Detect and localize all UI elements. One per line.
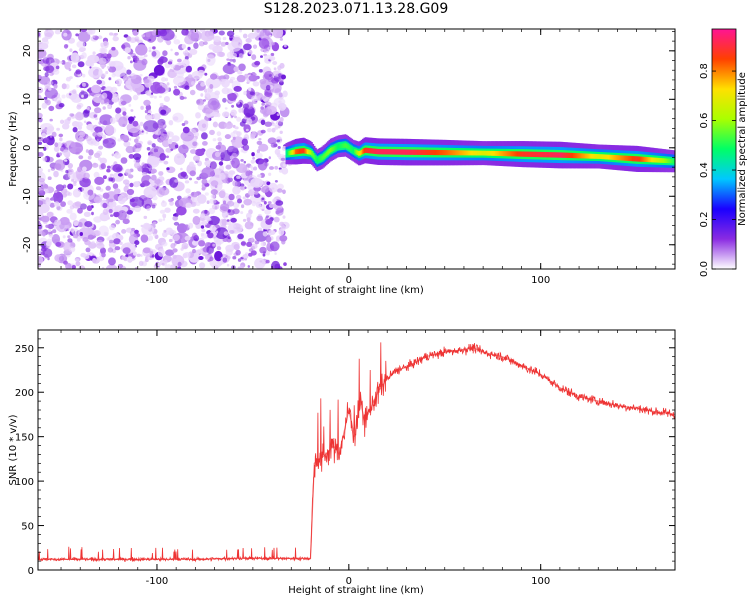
snr-ytick-label: 100 (15, 477, 34, 488)
spectrogram-ytick-label: -10 (22, 188, 33, 204)
snr-ytick-label: 0 (28, 566, 34, 577)
spectrogram-plot-area (38, 29, 675, 269)
colorbar-tick-label: 0.0 (699, 261, 710, 277)
spectrogram-frame (37, 28, 676, 270)
snr-ytick-label: 200 (15, 388, 34, 399)
spectrogram-ylabel: Frequency (Hz) (8, 111, 19, 187)
snr-xtick-label: -100 (146, 576, 169, 587)
spectrogram-ytick-label: 0 (22, 145, 33, 151)
colorbar: 0.0 0.2 0.4 0.6 0.8 Normalized spectral ampl… (699, 28, 748, 277)
spectrogram-ytick-label: -20 (22, 237, 33, 253)
figure-title: S128.2023.071.13.28.G09 (263, 1, 449, 17)
snr-line (38, 342, 675, 563)
spectrogram-xtick-label: 0 (346, 275, 352, 286)
colorbar-tick-label: 0.8 (699, 63, 710, 79)
snr-plot-area (38, 342, 675, 563)
colorbar-tick-label: 0.2 (699, 212, 710, 228)
snr-ytick-label: 150 (15, 433, 34, 444)
colorbar-gradient-bar (711, 28, 737, 270)
spectrogram-xlabel: Height of straight line (km) (288, 285, 424, 296)
spectrogram-xtick-label: -100 (146, 275, 169, 286)
snr-panel: -100 0 100 0 50 100 150 200 250 Height of straig… (8, 329, 676, 596)
snr-ylabel: SNR (10 * v/v) (8, 414, 19, 485)
snr-frame (37, 329, 676, 571)
spectrogram-ridge (285, 134, 675, 173)
snr-xlabel: Height of straight line (km) (288, 585, 424, 596)
snr-xtick-label: 100 (531, 576, 550, 587)
colorbar-tick-label: 0.6 (699, 113, 710, 129)
snr-ytick-label: 250 (15, 344, 34, 355)
snr-axes: -100 0 100 0 50 100 150 200 250 (15, 330, 676, 587)
spectrogram-ytick-label: 20 (22, 44, 33, 57)
snr-trend-line (38, 347, 675, 560)
spectrogram-xtick-label: 100 (531, 275, 550, 286)
colorbar-tick-label: 0.4 (699, 162, 710, 178)
snr-ytick-label: 50 (21, 522, 34, 533)
spectrogram-noise (38, 29, 290, 269)
colorbar-ticks: 0.0 0.2 0.4 0.6 0.8 (699, 63, 736, 277)
spectrogram-ytick-label: 10 (22, 93, 33, 106)
colorbar-label: Normalized spectral amplitude (737, 72, 748, 226)
snr-xtick-label: 0 (346, 576, 352, 587)
